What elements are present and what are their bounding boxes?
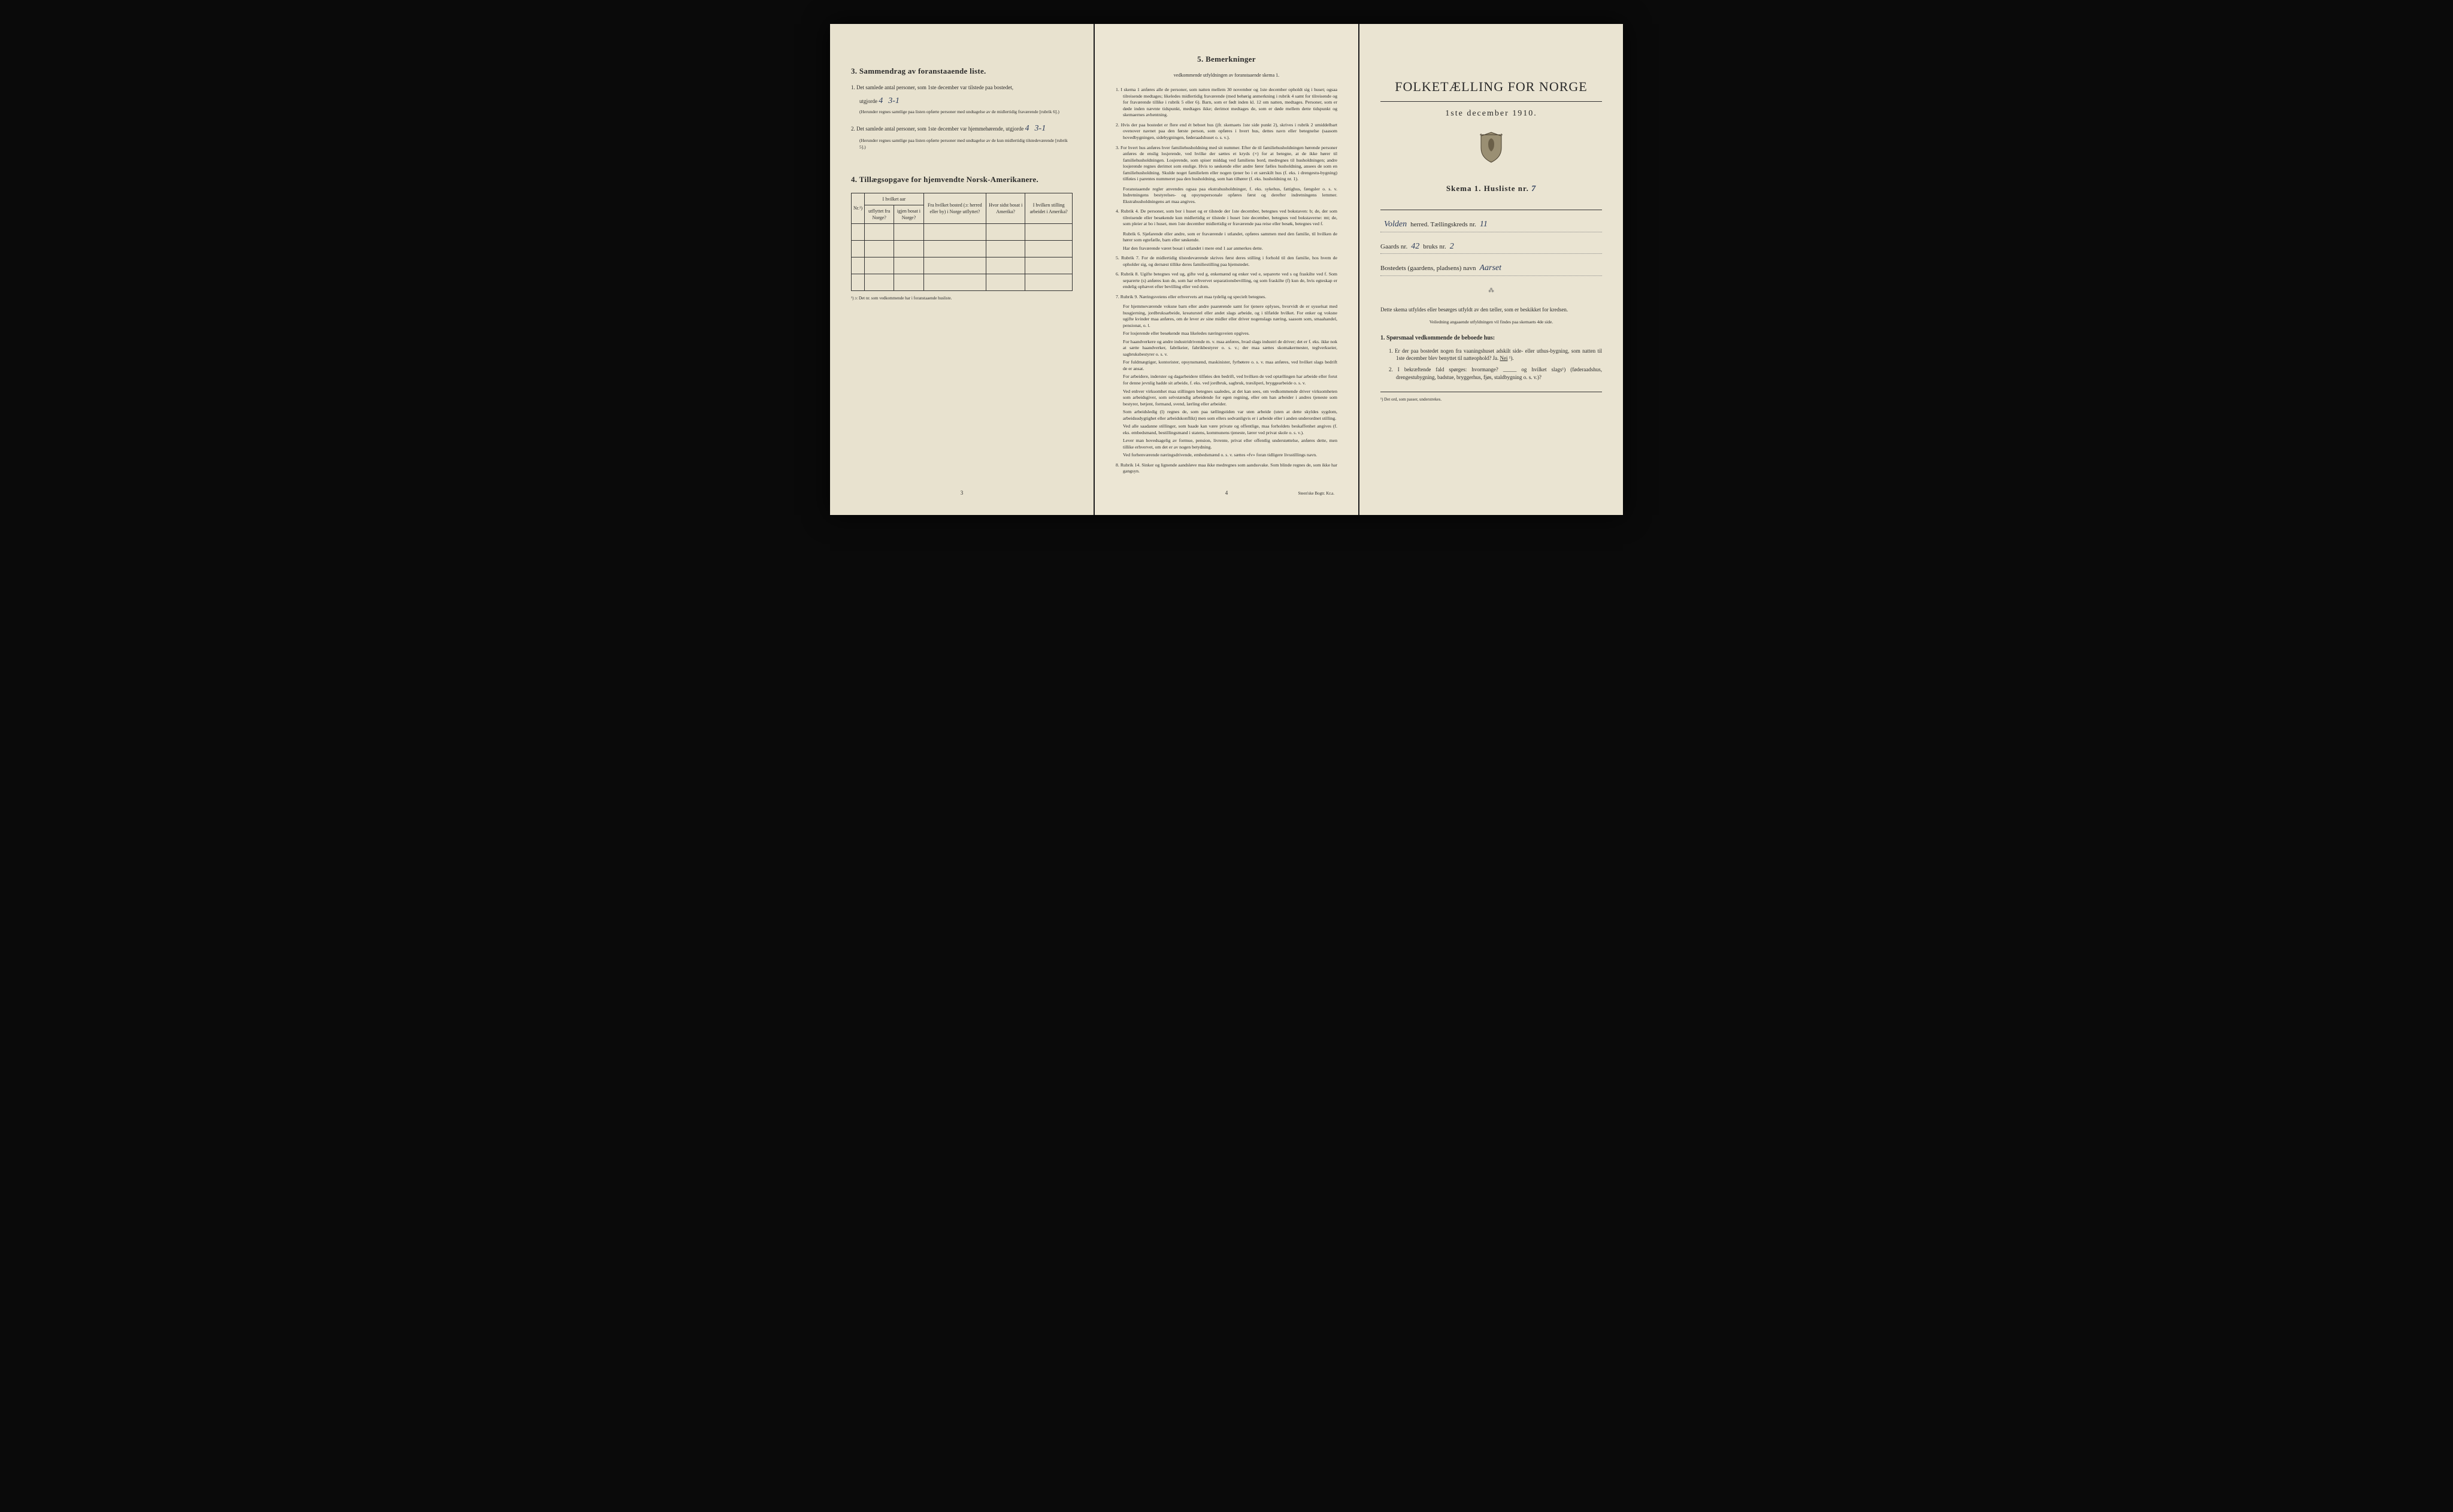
remark-4-sub1: Rubrik 6. Sjøfarende eller andre, som er… — [1123, 231, 1337, 244]
gaard-line: Gaards nr. 42 bruks nr. 2 — [1380, 241, 1602, 254]
item-2-val2: 3-1 — [1035, 124, 1046, 133]
bruk-value: 2 — [1450, 241, 1454, 253]
remark-6: 6. Rubrik 8. Ugifte betegnes ved ug, gif… — [1116, 271, 1337, 290]
husliste-nr: 7 — [1531, 184, 1536, 193]
section-3: 3. Sammendrag av foranstaaende liste. 1.… — [851, 66, 1073, 150]
section-4-title: 4. Tillægsopgave for hjemvendte Norsk-Am… — [851, 174, 1073, 185]
section-3-title: 3. Sammendrag av foranstaaende liste. — [851, 66, 1073, 77]
item-2-note: (Herunder regnes samtlige paa listen opf… — [859, 138, 1073, 150]
section-4: 4. Tillægsopgave for hjemvendte Norsk-Am… — [851, 174, 1073, 302]
question-heading: 1. Spørsmaal vedkommende de beboede hus: — [1380, 334, 1602, 343]
page-right: FOLKETÆLLING FOR NORGE 1ste december 191… — [1359, 24, 1623, 515]
coat-of-arms-icon — [1380, 131, 1602, 172]
question-1: 1. Er der paa bostedet nogen fra vaaning… — [1389, 347, 1602, 362]
th-where: Hvor sidst bosat i Amerika? — [986, 193, 1025, 224]
section-5-title: 5. Bemerkninger — [1116, 54, 1337, 65]
remark-7-sub6: Ved enhver virksomhet maa stillingen bet… — [1123, 389, 1337, 408]
item-1-note: (Herunder regnes samtlige paa listen opf… — [859, 109, 1073, 116]
herred-line: Volden herred. Tællingskreds nr. 11 — [1380, 219, 1602, 232]
remark-3-sub: Foranstaaende regler anvendes ogsaa paa … — [1123, 186, 1337, 205]
table-footnote: ¹) ɔ: Det nr. som vedkommende har i fora… — [851, 296, 1073, 302]
table-row — [852, 274, 1073, 291]
remark-7-sub8: Ved alle saadanne stillinger, som baade … — [1123, 423, 1337, 436]
item-1-val1: 4 — [879, 96, 883, 105]
remark-7-sub5: For arbeidere, inderster og dagarbeidere… — [1123, 374, 1337, 386]
th-job: I hvilken stilling arbeidet i Amerika? — [1025, 193, 1073, 224]
page3-footnote: ¹) Det ord, som passer, understrekes. — [1380, 397, 1602, 403]
remark-3: 3. For hvert hus anføres hver familiehus… — [1116, 145, 1337, 183]
remark-7: 7. Rubrik 9. Næringsveiens eller erhverv… — [1116, 294, 1337, 301]
section-5-subtitle: vedkommende utfyldningen av foranstaaend… — [1116, 72, 1337, 78]
remark-4: 4. Rubrik 4. De personer, som bor i huse… — [1116, 208, 1337, 228]
remark-7-sub3: For haandverkere og andre industridriven… — [1123, 339, 1337, 358]
item-1-prefix: utgjorde — [859, 98, 877, 104]
gaard-value: 42 — [1411, 241, 1419, 253]
th-returned: igjen bosat i Norge? — [894, 205, 923, 223]
skema-line: Skema 1. Husliste nr. 7 — [1380, 183, 1602, 195]
remark-7-sub1: For hjemmeværende voksne barn eller andr… — [1123, 304, 1337, 329]
ornament-icon: ⁂ — [1380, 287, 1602, 295]
page-number: 4 — [1225, 489, 1228, 497]
remark-7-sub2: For losjerende eller besøkende maa likel… — [1123, 331, 1337, 337]
remark-5: 5. Rubrik 7. For de midlertidig tilstede… — [1116, 255, 1337, 268]
q1-answer: Nei — [1500, 355, 1507, 361]
main-title: FOLKETÆLLING FOR NORGE — [1380, 78, 1602, 96]
title-rule — [1380, 101, 1602, 102]
question-2: 2. I bekræftende fald spørges: hvormange… — [1389, 366, 1602, 381]
remark-1: 1. I skema 1 anføres alle de personer, s… — [1116, 87, 1337, 119]
remark-7-sub10: Ved forhenværende næringsdrivende, embed… — [1123, 452, 1337, 459]
item-1-values: utgjorde 4 3-1 — [859, 95, 1073, 107]
emigrant-table: Nr.¹) I hvilket aar Fra hvilket bosted (… — [851, 193, 1073, 292]
th-from: Fra hvilket bosted (ɔ: herred eller by) … — [923, 193, 986, 224]
remark-8: 8. Rubrik 14. Sinker og lignende aandslø… — [1116, 462, 1337, 475]
table-body — [852, 224, 1073, 291]
page-number: 3 — [961, 489, 964, 497]
th-emigrated: utflyttet fra Norge? — [865, 205, 894, 223]
remark-7-sub7: Som arbeidsledig (l) regnes de, som paa … — [1123, 409, 1337, 422]
item-2-text: 2. Det samlede antal personer, som 1ste … — [851, 123, 1073, 135]
item-2-val1: 4 — [1025, 124, 1029, 133]
instruction-1: Dette skema utfyldes eller besørges utfy… — [1380, 306, 1602, 314]
printer-mark: Steen'ske Bogtr. Kr.a. — [1298, 491, 1334, 497]
bosted-value: Aarset — [1479, 262, 1501, 274]
table-row — [852, 257, 1073, 274]
census-document: 3. Sammendrag av foranstaaende liste. 1.… — [830, 24, 1623, 515]
item-1-text: 1. Det samlede antal personer, som 1ste … — [851, 84, 1073, 92]
item-1-val2: 3-1 — [888, 96, 900, 105]
page-left: 3. Sammendrag av foranstaaende liste. 1.… — [830, 24, 1094, 515]
instruction-2: Veiledning angaaende utfyldningen vil fi… — [1380, 319, 1602, 326]
table-row — [852, 241, 1073, 257]
remark-2: 2. Hvis der paa bostedet er flere end ét… — [1116, 122, 1337, 141]
date-line: 1ste december 1910. — [1380, 108, 1602, 120]
remark-4-sub2: Har den fraværende været bosat i utlande… — [1123, 246, 1337, 252]
table-row — [852, 224, 1073, 241]
remark-7-sub9: Lever man hovedsagelig av formue, pensio… — [1123, 438, 1337, 450]
page-center: 5. Bemerkninger vedkommende utfyldningen… — [1095, 24, 1358, 515]
kreds-value: 11 — [1480, 219, 1488, 231]
th-year: I hvilket aar — [865, 193, 924, 205]
herred-value: Volden — [1384, 219, 1407, 231]
th-nr: Nr.¹) — [852, 193, 865, 224]
remark-7-sub4: For fuldmægtiger, kontorister, opsynsmæn… — [1123, 359, 1337, 372]
bosted-line: Bostedets (gaardens, pladsens) navn Aars… — [1380, 262, 1602, 276]
